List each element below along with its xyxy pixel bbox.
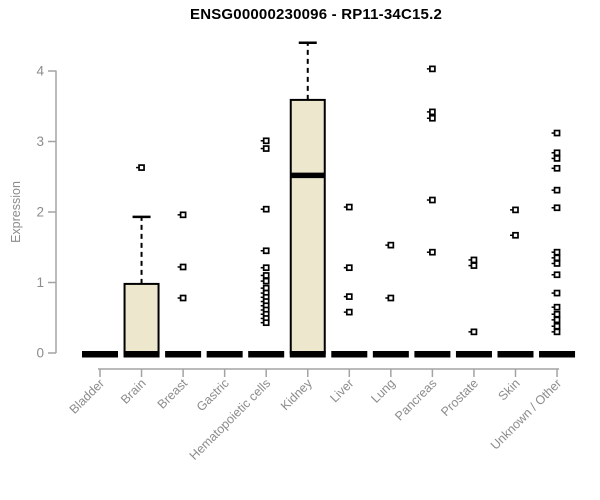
zero-bar-liver (331, 351, 368, 358)
box-brain (123, 282, 160, 354)
outlier-point-unknown-other (553, 254, 561, 262)
outlier-point-lung (387, 294, 395, 302)
outlier-point-breast (179, 211, 187, 219)
outlier-point-unknown-other (553, 164, 561, 172)
outlier-point-hematopoietic-cells (262, 205, 270, 213)
x-tick-label-gastric: Gastric (194, 376, 232, 414)
outlier-point-skin (512, 231, 519, 239)
outlier-point-unknown-other (553, 186, 561, 194)
box-kidney (289, 98, 326, 354)
outlier-point-unknown-other (553, 155, 561, 162)
outlier-point-hematopoietic-cells (262, 137, 270, 145)
zero-bar-lung (372, 351, 409, 358)
outlier-point-unknown-other (553, 260, 561, 267)
x-tick-label-brain: Brain (118, 376, 149, 407)
x-tick-label-bladder: Bladder (67, 376, 107, 416)
y-tick-label: 4 (36, 64, 44, 79)
outlier-point-pancreas (429, 248, 436, 256)
x-tick-label-lung: Lung (368, 376, 398, 406)
outlier-point-brain (138, 164, 145, 171)
outlier-point-skin (512, 206, 519, 214)
outlier-point-hematopoietic-cells (262, 247, 270, 255)
outlier-point-lung (387, 241, 395, 249)
x-tick-label-kidney: Kidney (278, 376, 315, 413)
outlier-point-prostate (470, 262, 478, 269)
outlier-point-liver (345, 203, 353, 211)
outlier-point-unknown-other (553, 322, 561, 330)
outlier-point-liver (345, 293, 353, 300)
outlier-point-unknown-other (553, 310, 561, 318)
outlier-point-pancreas (429, 108, 436, 116)
x-tick-label-liver: Liver (327, 376, 356, 405)
outlier-point-hematopoietic-cells (262, 277, 270, 285)
outlier-point-unknown-other (553, 248, 561, 256)
outlier-point-pancreas (429, 196, 436, 204)
x-tick-label-pancreas: Pancreas (392, 376, 439, 423)
chart-title: ENSG00000230096 - RP11-34C15.2 (189, 6, 442, 23)
outlier-point-hematopoietic-cells (262, 319, 270, 327)
outlier-point-prostate (470, 328, 478, 336)
x-tick-label-skin: Skin (496, 376, 523, 403)
zero-bar-skin (497, 351, 534, 358)
x-tick-label-unknown-other: Unknown / Other (488, 376, 564, 452)
outlier-point-breast (179, 263, 187, 271)
outlier-point-unknown-other (553, 271, 561, 279)
zero-bar-gastric (206, 351, 243, 358)
outlier-point-unknown-other (553, 328, 561, 336)
outlier-point-hematopoietic-cells (262, 272, 270, 279)
outlier-point-unknown-other (553, 289, 561, 297)
x-tick-label-prostate: Prostate (438, 376, 481, 419)
outlier-point-unknown-other (553, 204, 561, 212)
zero-bar-kidney (289, 351, 326, 358)
y-tick-label: 0 (36, 346, 44, 361)
outlier-point-unknown-other (553, 129, 561, 137)
y-tick-label: 3 (36, 134, 44, 149)
outlier-point-unknown-other (553, 303, 561, 311)
outlier-point-liver (345, 308, 353, 316)
zero-bar-bladder (82, 351, 118, 358)
outlier-point-unknown-other (553, 149, 561, 157)
outlier-point-hematopoietic-cells (262, 145, 270, 152)
zero-bar-brain (123, 351, 160, 358)
outlier-point-prostate (470, 256, 478, 264)
outlier-point-breast (179, 294, 187, 302)
y-tick-label: 1 (36, 275, 44, 290)
x-tick-label-hematopoietic-cells: Hematopoietic cells (187, 376, 274, 463)
y-tick-label: 2 (36, 205, 44, 220)
zero-bar-pancreas (414, 351, 451, 358)
zero-bar-breast (165, 351, 202, 358)
outlier-point-unknown-other (553, 316, 561, 324)
zero-bar-prostate (455, 351, 492, 358)
outlier-point-pancreas (429, 65, 436, 73)
zero-bar-hematopoietic-cells (248, 351, 285, 358)
outlier-point-liver (345, 264, 353, 272)
zero-bar-unknown-other (539, 351, 576, 358)
x-tick-label-breast: Breast (155, 376, 191, 412)
outlier-point-hematopoietic-cells (262, 264, 270, 272)
outlier-point-pancreas (429, 114, 436, 122)
